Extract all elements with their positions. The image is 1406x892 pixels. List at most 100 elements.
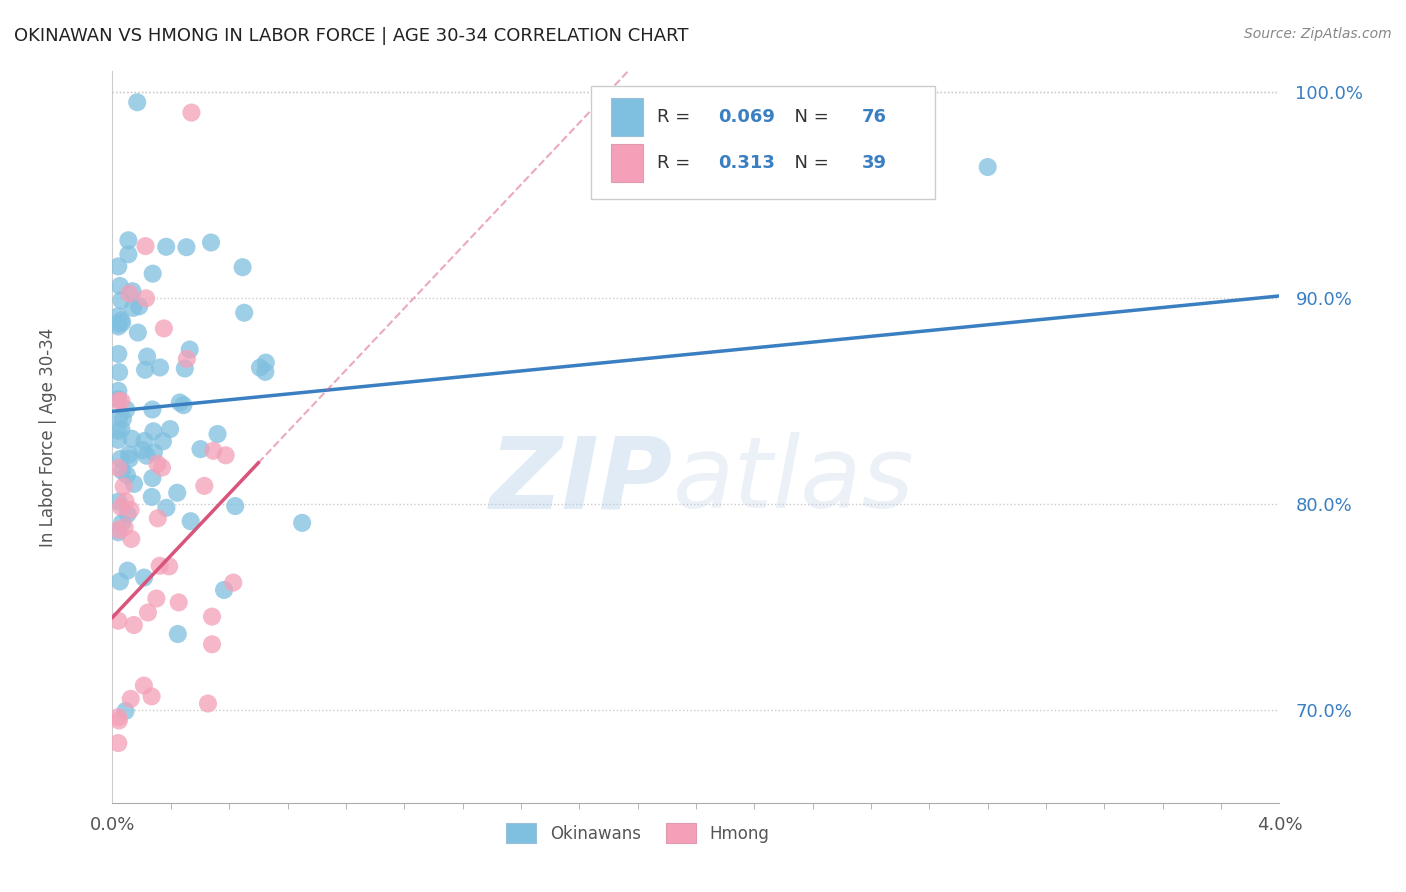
Point	[110, 293, 132, 308]
Point	[121, 432, 143, 446]
Point	[108, 279, 131, 293]
Point	[141, 471, 163, 485]
Point	[232, 260, 254, 275]
Point	[132, 679, 155, 693]
Point	[112, 479, 135, 493]
Point	[193, 479, 215, 493]
Point	[134, 239, 156, 253]
Point	[110, 422, 132, 436]
Point	[107, 614, 129, 628]
Point	[197, 697, 219, 711]
Point	[141, 690, 163, 704]
Point	[157, 559, 180, 574]
Point	[146, 511, 169, 525]
Point	[108, 410, 131, 425]
Point	[201, 637, 224, 651]
Point	[233, 306, 256, 320]
Point	[150, 460, 173, 475]
Point	[167, 595, 190, 609]
Point	[166, 627, 188, 641]
Point	[254, 365, 277, 379]
Point	[132, 571, 155, 585]
Point	[108, 574, 131, 589]
FancyBboxPatch shape	[610, 144, 644, 182]
Text: atlas: atlas	[672, 433, 914, 530]
Point	[107, 433, 129, 447]
Point	[222, 575, 245, 590]
Legend: Okinawans, Hmong: Okinawans, Hmong	[499, 817, 776, 849]
Text: Source: ZipAtlas.com: Source: ZipAtlas.com	[1244, 27, 1392, 41]
Point	[117, 233, 139, 247]
Point	[200, 235, 222, 250]
Point	[107, 523, 129, 537]
Point	[107, 347, 129, 361]
Point	[108, 714, 131, 728]
Point	[111, 316, 134, 330]
Point	[201, 609, 224, 624]
Point	[128, 299, 150, 313]
Point	[120, 532, 142, 546]
Point	[107, 710, 129, 724]
Point	[107, 309, 129, 323]
Point	[166, 485, 188, 500]
Point	[136, 350, 159, 364]
Point	[141, 490, 163, 504]
Point	[118, 286, 141, 301]
Point	[115, 468, 138, 483]
Point	[111, 516, 134, 530]
Point	[976, 160, 998, 174]
Text: ZIP: ZIP	[489, 433, 672, 530]
Point	[122, 476, 145, 491]
FancyBboxPatch shape	[610, 98, 644, 136]
Point	[107, 424, 129, 438]
Text: In Labor Force | Age 30-34: In Labor Force | Age 30-34	[39, 327, 58, 547]
Point	[107, 736, 129, 750]
Point	[190, 442, 212, 457]
Text: N =: N =	[783, 153, 835, 172]
Point	[120, 503, 142, 517]
Text: N =: N =	[783, 109, 835, 127]
Point	[114, 704, 136, 718]
Point	[127, 95, 149, 110]
Point	[110, 313, 132, 327]
Point	[212, 582, 235, 597]
Point	[207, 427, 229, 442]
Point	[155, 500, 177, 515]
Point	[214, 448, 236, 462]
Point	[107, 525, 129, 540]
Text: R =: R =	[658, 109, 696, 127]
Point	[142, 445, 165, 459]
Point	[117, 507, 139, 521]
Point	[108, 365, 131, 379]
Point	[176, 351, 198, 366]
Point	[291, 516, 314, 530]
Point	[136, 606, 159, 620]
Point	[146, 457, 169, 471]
Point	[114, 520, 136, 534]
Point	[107, 494, 129, 508]
Point	[176, 240, 198, 254]
Point	[131, 443, 153, 458]
Point	[115, 402, 138, 417]
Point	[142, 267, 165, 281]
Point	[107, 392, 129, 406]
Point	[249, 360, 271, 375]
Point	[107, 319, 129, 334]
Point	[169, 395, 191, 409]
Point	[254, 355, 277, 369]
Text: R =: R =	[658, 153, 696, 172]
Point	[135, 291, 157, 305]
Point	[180, 105, 202, 120]
Point	[122, 618, 145, 632]
Point	[142, 425, 165, 439]
Point	[152, 434, 174, 449]
Point	[114, 494, 136, 508]
Point	[117, 247, 139, 261]
Point	[135, 449, 157, 463]
Point	[180, 514, 202, 528]
Point	[153, 321, 176, 335]
Text: 0.313: 0.313	[718, 153, 775, 172]
FancyBboxPatch shape	[591, 86, 935, 200]
Point	[134, 434, 156, 448]
Point	[173, 361, 195, 376]
